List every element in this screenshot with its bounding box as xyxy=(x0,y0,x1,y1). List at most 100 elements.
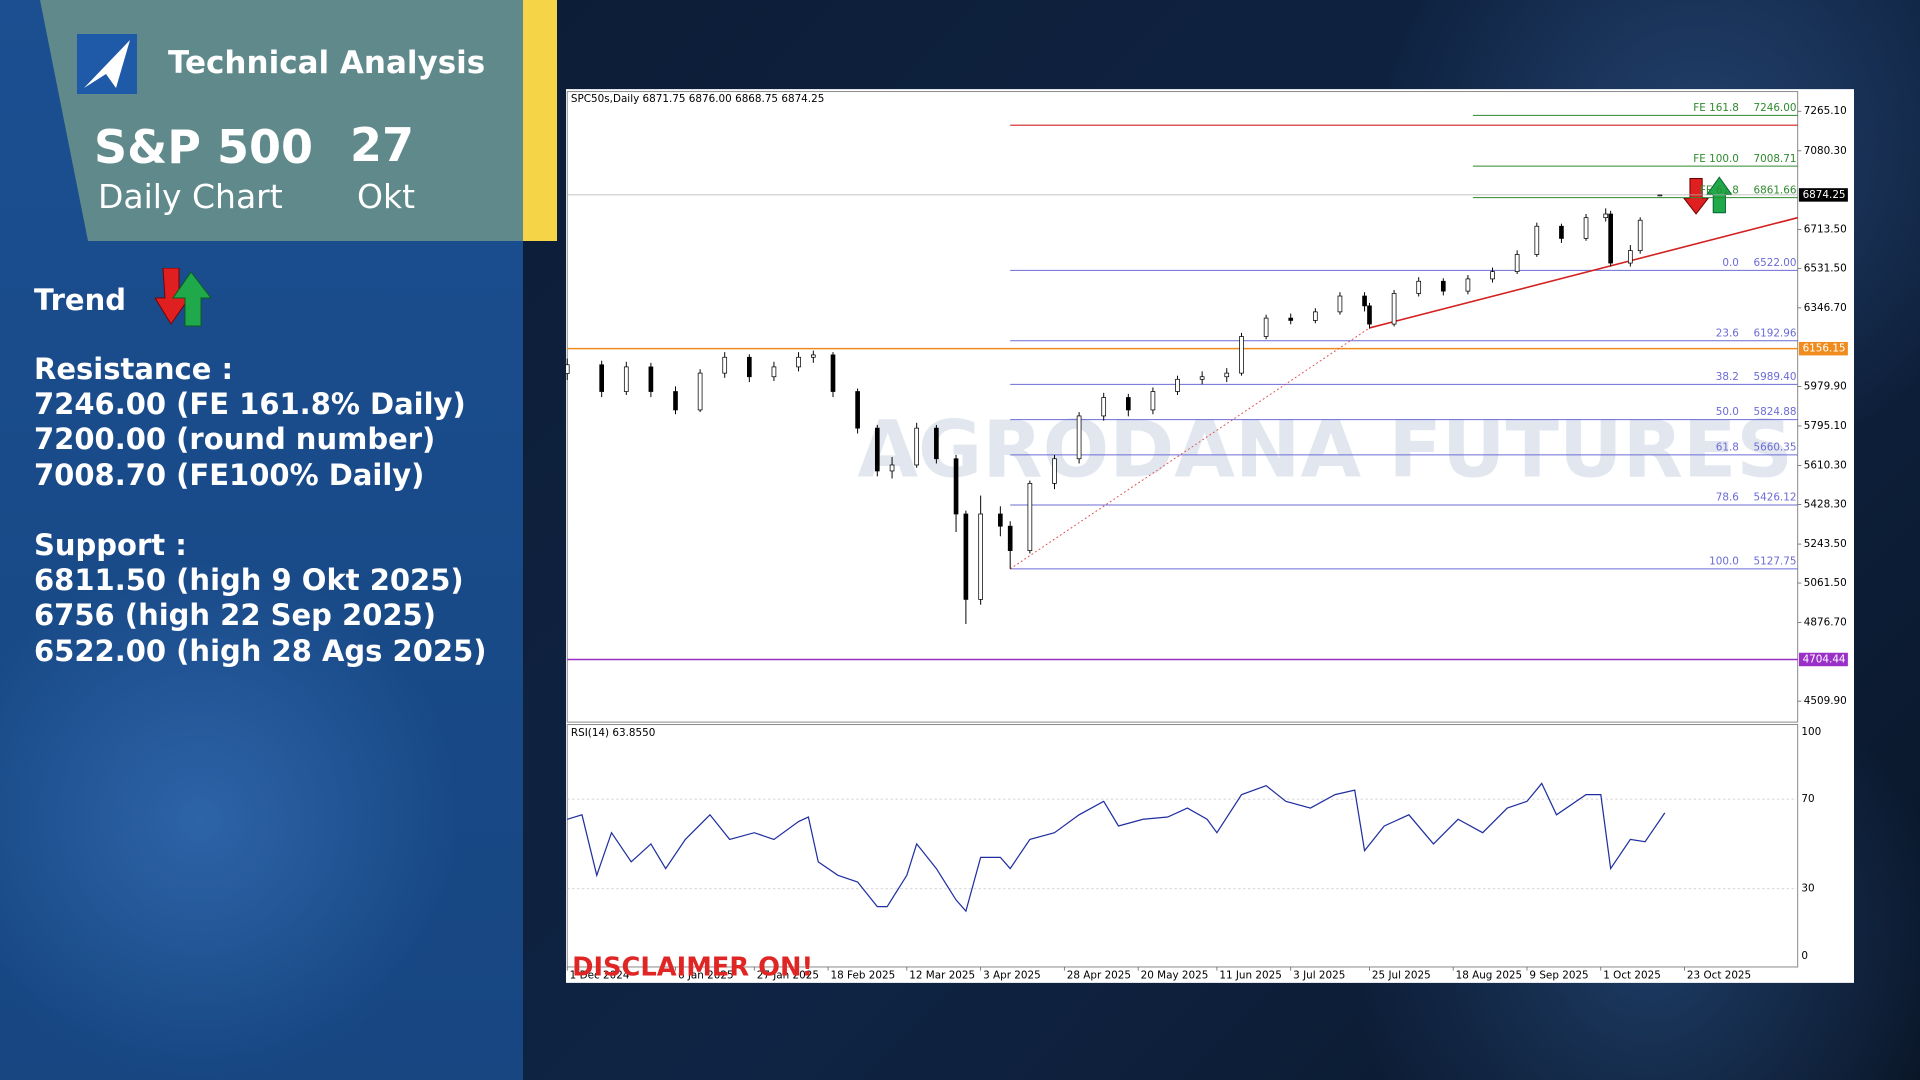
day: 27 xyxy=(350,118,415,172)
trend-icon xyxy=(155,268,213,327)
fib-ratio: 23.6 xyxy=(1716,327,1739,339)
candle-body xyxy=(1367,305,1372,325)
y-tick-label: 6713.50 xyxy=(1804,223,1847,235)
x-tick-label: 6 Jan 2025 xyxy=(678,970,734,982)
header-box xyxy=(40,0,523,241)
candle-body xyxy=(673,391,678,411)
candle-body xyxy=(1490,271,1495,280)
candle-body xyxy=(1052,458,1057,484)
trend-extension xyxy=(1009,327,1370,570)
arrow-up xyxy=(172,271,213,327)
x-tick-label: 12 Mar 2025 xyxy=(909,970,975,982)
rsi-tick-label: 70 xyxy=(1801,793,1814,805)
month: Okt xyxy=(357,177,416,216)
fib-price: 5426.12 xyxy=(1753,492,1796,504)
fib-price: 5127.75 xyxy=(1753,556,1796,568)
candle-body xyxy=(1416,280,1422,294)
price-box xyxy=(1798,652,1848,667)
x-tick-label: 25 Jul 2025 xyxy=(1372,970,1431,982)
support-item: 6756 (high 22 Sep 2025) xyxy=(34,598,436,632)
rsi-line xyxy=(567,782,1666,913)
trendline xyxy=(1369,216,1798,329)
fe-name: FE 100.0 xyxy=(1693,153,1739,165)
x-tick-label: 18 Aug 2025 xyxy=(1456,970,1523,982)
candle-body xyxy=(855,391,860,429)
candle-body xyxy=(810,354,816,358)
x-tick-label: 11 Jun 2025 xyxy=(1219,970,1282,982)
fib-price: 6522.00 xyxy=(1753,257,1796,269)
fe-name: FE 61.8 xyxy=(1700,184,1739,196)
price-box-label: 4704.44 xyxy=(1803,653,1846,665)
candle-body xyxy=(1239,336,1244,374)
fib-ratio: 100.0 xyxy=(1709,556,1739,568)
timeframe: Daily Chart xyxy=(98,177,283,216)
y-tick-label: 7080.30 xyxy=(1804,145,1847,157)
candle-body xyxy=(1263,317,1269,337)
candle-body xyxy=(1101,397,1107,417)
support-item: 6811.50 (high 9 Okt 2025) xyxy=(34,563,464,597)
candle-body xyxy=(914,427,920,466)
fib-ratio: 50.0 xyxy=(1716,406,1739,418)
fib-ratio: 0.0 xyxy=(1722,257,1739,269)
candle-body xyxy=(648,366,654,392)
chart: AGRODANA FUTURES SPC50s,Daily 6871.75 68… xyxy=(566,89,1854,983)
resistance-item: 7200.00 (round number) xyxy=(34,422,436,456)
candle-body xyxy=(623,366,629,392)
x-tick-label: 20 May 2025 xyxy=(1141,970,1209,982)
candle-body xyxy=(722,356,728,374)
chart-header: SPC50s,Daily 6871.75 6876.00 6868.75 687… xyxy=(571,93,824,105)
candle-body xyxy=(953,458,959,515)
candle-body xyxy=(747,356,752,378)
candle-body xyxy=(978,513,983,600)
y-tick-label: 4509.90 xyxy=(1804,695,1847,707)
candle-body xyxy=(1465,278,1471,292)
resistance-title: Resistance : xyxy=(34,352,234,386)
y-tick-label: 6531.50 xyxy=(1804,262,1847,274)
chart-background xyxy=(566,89,1854,983)
y-tick-label: 5428.30 xyxy=(1804,499,1847,511)
watermark: AGRODANA FUTURES xyxy=(857,405,1792,496)
candle-body xyxy=(1125,397,1131,411)
disclaimer: DISCLAIMER ON! xyxy=(572,953,813,983)
candle-body xyxy=(1362,295,1367,307)
rsi-tick-label: 0 xyxy=(1801,950,1808,962)
y-tick-label: 5243.50 xyxy=(1804,538,1847,550)
candle-body xyxy=(934,427,939,460)
candle-body xyxy=(874,427,880,472)
candle-body xyxy=(998,513,1003,527)
candle-body xyxy=(1440,280,1446,292)
fib-ratio: 78.6 xyxy=(1716,492,1739,504)
rsi-tick-label: 30 xyxy=(1801,883,1814,895)
y-tick-label: 5795.10 xyxy=(1804,420,1847,432)
candle-body xyxy=(1224,372,1230,378)
header-panel xyxy=(40,0,557,241)
y-tick-label: 4876.70 xyxy=(1804,617,1847,629)
candle-body xyxy=(1657,194,1663,197)
fib-price: 6192.96 xyxy=(1753,327,1796,339)
y-tick-label: 5979.90 xyxy=(1804,380,1847,392)
fib-ratio: 61.8 xyxy=(1716,441,1739,453)
price-box xyxy=(1798,341,1848,356)
candle-body xyxy=(1288,317,1294,321)
resistance-item: 7008.70 (FE100% Daily) xyxy=(34,458,425,492)
fe-price: 7008.71 xyxy=(1753,153,1796,165)
x-tick-label: 1 Oct 2025 xyxy=(1603,970,1661,982)
candle-body xyxy=(1076,415,1082,460)
title: Technical Analysis xyxy=(168,45,486,81)
resistance-item: 7246.00 (FE 161.8% Daily) xyxy=(34,387,466,421)
y-tick-label: 6346.70 xyxy=(1804,302,1847,314)
candle-body xyxy=(1199,376,1205,380)
x-tick-label: 1 Dec 2024 xyxy=(570,970,630,982)
candle-body xyxy=(1534,225,1540,255)
candle-body xyxy=(796,356,801,368)
rsi-pane xyxy=(566,724,1799,968)
trend-label: Trend xyxy=(34,283,126,317)
candle-body xyxy=(1628,250,1633,264)
candle-body xyxy=(889,464,895,472)
y-tick-label: 5061.50 xyxy=(1804,577,1847,589)
candle-body xyxy=(1337,295,1343,313)
x-tick-label: 18 Feb 2025 xyxy=(831,970,896,982)
x-tick-label: 9 Sep 2025 xyxy=(1529,970,1588,982)
fib-ratio: 38.2 xyxy=(1716,371,1739,383)
